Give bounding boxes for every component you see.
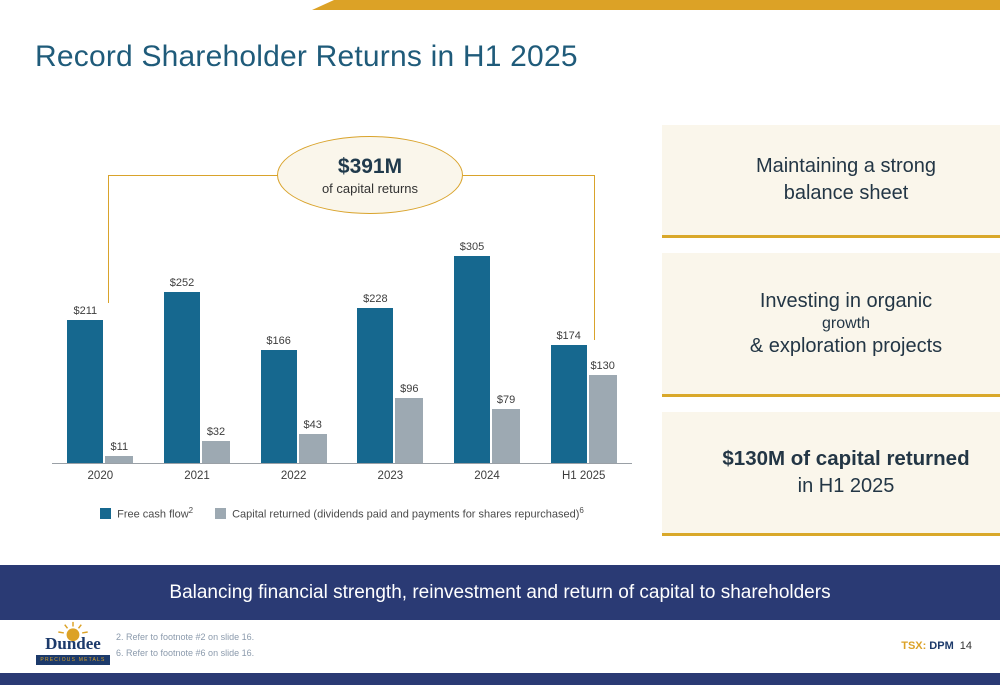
bar-group: $174 $130 [535, 330, 632, 463]
legend-swatch [100, 507, 112, 519]
callout-bracket-right [463, 175, 595, 340]
highlight-line: Investing in organic [759, 289, 933, 312]
bar [454, 255, 491, 463]
highlight-line: in H1 2025 [797, 474, 895, 497]
highlight-line: & exploration projects [749, 334, 943, 357]
highlight-box: Investing in organic growth & exploration … [662, 253, 1000, 397]
highlight-box: Maintaining a strong balance sheet [662, 125, 1000, 238]
chart-x-axis: 2020 2021 2022 2023 2024 H1 2025 [52, 470, 632, 482]
sun-icon [58, 621, 88, 642]
chart-area: $391M of capital returns $211 $11 $252 $32 $… [40, 128, 645, 538]
chart-plot: $211 $11 $252 $32 $166 $43 $228 $96 $305 $79 $174 $… [52, 224, 632, 464]
bar-column: $130 [588, 359, 617, 463]
bar-value-label: $228 [363, 292, 388, 305]
ticker-exchange: TSX: [901, 640, 927, 652]
callout-value: $391M [337, 154, 403, 178]
legend-label: Free cash flow2 [117, 506, 194, 521]
bottom-banner: Balancing financial strength, reinvestme… [0, 565, 1000, 620]
bar-value-label: $32 [206, 426, 226, 439]
bar [164, 291, 200, 463]
bottom-accent-strip [0, 673, 1000, 685]
bar-group: $305 $79 [439, 241, 536, 463]
bar [357, 307, 394, 463]
highlight-line: $130M of capital returned [722, 447, 970, 471]
bar [550, 344, 587, 463]
bar [492, 409, 521, 463]
highlight-line: growth [821, 314, 871, 332]
footnote-line: 6. Refer to footnote #6 on slide 16. [116, 648, 255, 659]
highlight-line: balance sheet [783, 182, 909, 204]
bar-column: $43 [298, 418, 327, 463]
bar [260, 350, 297, 463]
footer: Dundee PRECIOUS METALS 2. Refer to footn… [0, 620, 1000, 673]
bar [105, 455, 134, 463]
bar-column: $32 [202, 426, 230, 463]
bar-value-label: $305 [459, 240, 485, 253]
x-axis-label: 2023 [377, 470, 404, 482]
logo-wordmark: Dundee [45, 634, 101, 653]
bar-column: $79 [492, 394, 521, 463]
bar-column: $174 [550, 329, 587, 463]
bar-column: $11 [105, 440, 134, 463]
ticker-symbol: DPM [929, 640, 954, 652]
bar-value-label: $43 [303, 418, 322, 431]
bar-column: $228 [357, 292, 394, 463]
bar-value-label: $130 [590, 359, 615, 372]
bar [298, 433, 327, 463]
bar-column: $305 [454, 240, 491, 463]
bar-value-label: $79 [496, 394, 516, 407]
bar-value-label: $96 [400, 382, 419, 395]
bar-value-label: $211 [73, 304, 98, 317]
bar [588, 374, 617, 463]
x-axis-label: 2022 [280, 470, 307, 482]
bar-value-label: $252 [169, 276, 195, 289]
highlight-line: Maintaining a strong [755, 155, 937, 177]
x-axis-label: 2024 [474, 470, 500, 482]
bar-column: $166 [260, 335, 297, 463]
legend-item: Capital returned (dividends paid and pay… [215, 506, 584, 521]
page-number: 14 [959, 640, 972, 652]
legend-swatch [215, 507, 227, 519]
callout-bracket-left [108, 175, 278, 303]
bar-value-label: $11 [110, 440, 129, 453]
legend-item: Free cash flow2 [100, 506, 193, 521]
bar [67, 319, 104, 463]
bar-value-label: $174 [556, 329, 581, 342]
bar-value-label: $166 [266, 335, 291, 348]
footnote-line: 2. Refer to footnote #2 on slide 16. [116, 632, 255, 642]
x-axis-label: H1 2025 [561, 470, 606, 482]
ticker: TSX: DPM 14 [901, 640, 972, 652]
highlight-column: Maintaining a strong balance sheet Investi… [662, 125, 1000, 536]
x-axis-label: 2020 [87, 470, 114, 482]
footnotes: 2. Refer to footnote #2 on slide 16. 6. … [116, 629, 254, 661]
legend-label: Capital returned (dividends paid and pay… [232, 506, 584, 521]
slide-title: Record Shareholder Returns in H1 2025 [35, 40, 578, 73]
callout-caption: of capital returns [321, 180, 419, 196]
dundee-logo: Dundee PRECIOUS METALS [36, 621, 110, 665]
banner-text: Balancing financial strength, reinvestme… [169, 581, 831, 603]
bar-group: $228 $96 [342, 293, 439, 463]
x-axis-label: 2021 [184, 470, 210, 482]
bar-group: $252 $32 [149, 277, 246, 463]
top-accent-bar [312, 0, 1000, 10]
bar-group: $211 $11 [52, 305, 149, 463]
highlight-box: $130M of capital returned in H1 2025 [662, 412, 1000, 536]
bar-column: $96 [395, 382, 424, 463]
bar-column: $252 [164, 277, 200, 463]
chart-legend: Free cash flow2 Capital returned (dividen… [52, 506, 632, 521]
bar [202, 441, 230, 463]
capital-returns-callout: $391M of capital returns [277, 136, 463, 214]
logo-subtitle: PRECIOUS METALS [36, 655, 110, 665]
bar [395, 397, 424, 463]
bar-group: $166 $43 [245, 335, 342, 463]
bar-column: $211 [67, 304, 104, 463]
